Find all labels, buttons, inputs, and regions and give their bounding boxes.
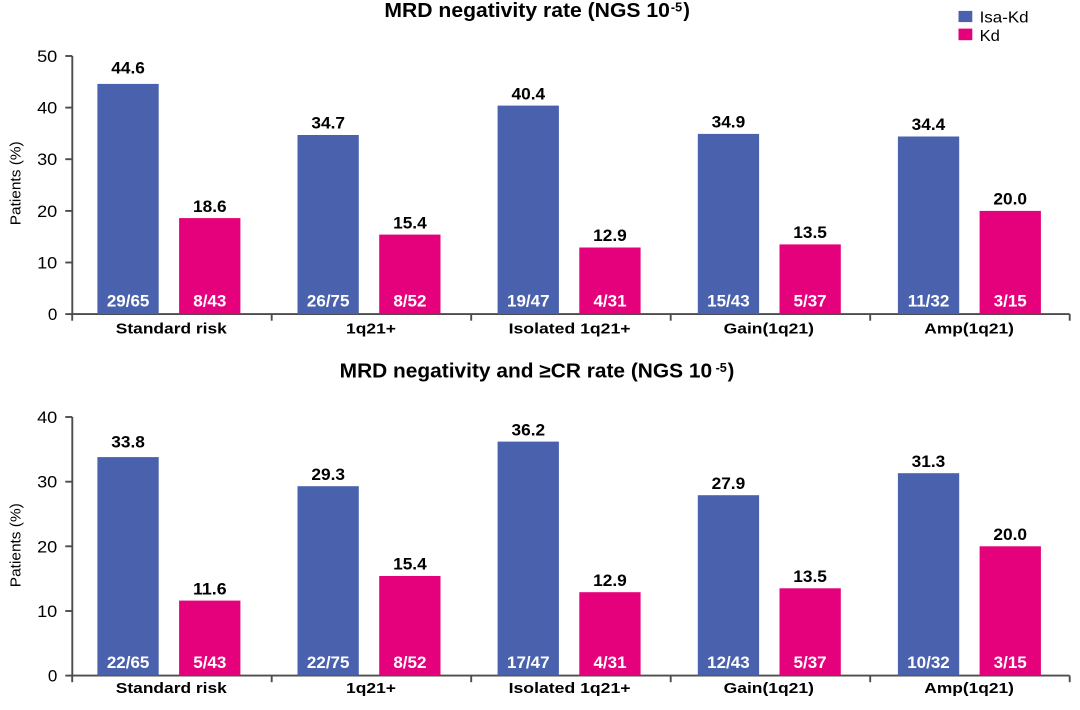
svg-text:36.2: 36.2	[512, 421, 546, 439]
svg-text:4/31: 4/31	[593, 653, 626, 672]
svg-text:5/43: 5/43	[193, 653, 226, 672]
svg-text:33.8: 33.8	[111, 433, 145, 451]
svg-text:Isolated 1q21+: Isolated 1q21+	[509, 322, 631, 338]
svg-text:20.0: 20.0	[993, 191, 1027, 209]
svg-text:29.3: 29.3	[311, 466, 345, 484]
svg-text:10/32: 10/32	[907, 653, 950, 672]
svg-text:30: 30	[37, 150, 57, 169]
svg-text:20: 20	[37, 202, 57, 221]
svg-text:17/47: 17/47	[507, 653, 550, 672]
svg-text:40: 40	[37, 99, 57, 118]
svg-text:11.6: 11.6	[193, 580, 227, 598]
svg-text:Standard risk: Standard risk	[116, 681, 228, 697]
svg-text:11/32: 11/32	[908, 291, 950, 310]
svg-text:12.9: 12.9	[593, 227, 627, 245]
svg-text:34.4: 34.4	[912, 116, 946, 134]
svg-text:Gain(1q21): Gain(1q21)	[724, 322, 815, 338]
svg-text:34.9: 34.9	[712, 114, 746, 132]
svg-text:Kd: Kd	[980, 28, 1000, 45]
svg-text:MRD negativity and ≥CR rate (N: MRD negativity and ≥CR rate (NGS 10 -5)	[340, 360, 735, 383]
svg-text:22/65: 22/65	[107, 653, 150, 672]
svg-text:8/52: 8/52	[393, 653, 426, 672]
svg-text:5/37: 5/37	[794, 653, 827, 672]
svg-text:1q21+: 1q21+	[346, 322, 396, 338]
svg-text:18.6: 18.6	[193, 198, 227, 216]
svg-text:Amp(1q21): Amp(1q21)	[924, 681, 1014, 697]
svg-text:Standard risk: Standard risk	[116, 322, 228, 338]
svg-text:15.4: 15.4	[393, 214, 427, 232]
svg-text:29/65: 29/65	[107, 291, 150, 310]
svg-text:50: 50	[37, 47, 57, 66]
svg-text:13.5: 13.5	[793, 224, 827, 242]
svg-text:26/75: 26/75	[307, 291, 350, 310]
svg-text:34.7: 34.7	[311, 115, 345, 133]
svg-text:Gain(1q21): Gain(1q21)	[724, 681, 815, 697]
svg-text:0: 0	[48, 305, 57, 324]
svg-text:3/15: 3/15	[994, 653, 1027, 672]
svg-text:0: 0	[48, 667, 57, 686]
svg-text:12/43: 12/43	[707, 653, 750, 672]
svg-text:19/47: 19/47	[507, 291, 550, 310]
svg-text:8/43: 8/43	[193, 291, 226, 310]
svg-text:Isolated 1q21+: Isolated 1q21+	[509, 681, 631, 697]
svg-text:20: 20	[37, 537, 57, 556]
svg-text:8/52: 8/52	[393, 291, 426, 310]
svg-text:12.9: 12.9	[593, 572, 627, 590]
svg-text:3/15: 3/15	[994, 291, 1027, 310]
svg-text:13.5: 13.5	[793, 568, 827, 586]
svg-text:30: 30	[37, 473, 57, 492]
svg-text:44.6: 44.6	[111, 60, 145, 78]
svg-text:4/31: 4/31	[593, 291, 626, 310]
svg-text:10: 10	[37, 254, 57, 273]
svg-text:Amp(1q21): Amp(1q21)	[924, 322, 1014, 338]
svg-text:15/43: 15/43	[707, 291, 750, 310]
svg-text:MRD negativity rate (NGS 10-5): MRD negativity rate (NGS 10-5)	[384, 0, 689, 22]
svg-text:15.4: 15.4	[393, 556, 427, 574]
svg-text:Isa-Kd: Isa-Kd	[980, 9, 1029, 26]
svg-text:10: 10	[37, 602, 57, 621]
svg-text:40.4: 40.4	[512, 85, 546, 103]
svg-text:31.3: 31.3	[912, 453, 946, 471]
svg-text:40: 40	[37, 408, 57, 427]
svg-text:5/37: 5/37	[794, 291, 827, 310]
svg-text:Patients (%): Patients (%)	[8, 503, 25, 587]
svg-text:Patients (%): Patients (%)	[8, 141, 25, 225]
svg-text:27.9: 27.9	[712, 475, 746, 493]
svg-text:20.0: 20.0	[993, 526, 1027, 544]
svg-text:1q21+: 1q21+	[346, 681, 396, 697]
svg-text:22/75: 22/75	[307, 653, 350, 672]
